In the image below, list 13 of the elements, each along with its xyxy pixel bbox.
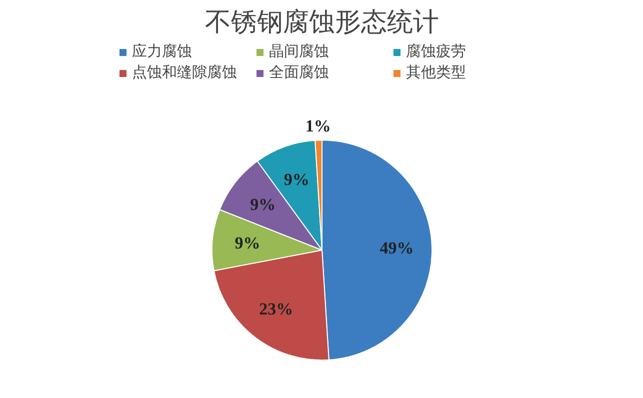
data-label: 49% [380, 238, 414, 258]
data-label: 9% [234, 234, 260, 253]
data-label: 9% [284, 170, 310, 190]
data-label: 23% [259, 300, 294, 319]
legend-label: 应力腐蚀 [132, 42, 193, 61]
data-label: 9% [250, 194, 276, 214]
legend-label: 点蚀和缝隙腐蚀 [132, 63, 238, 82]
legend-label: 腐蚀疲劳 [406, 42, 467, 61]
data-label: 1% [305, 116, 331, 136]
chart-title: 不锈钢腐蚀形态统计 [205, 8, 439, 38]
legend-label: 全面腐蚀 [269, 63, 330, 82]
legend-label: 其他类型 [406, 63, 467, 82]
legend-label: 晶间腐蚀 [269, 42, 330, 61]
